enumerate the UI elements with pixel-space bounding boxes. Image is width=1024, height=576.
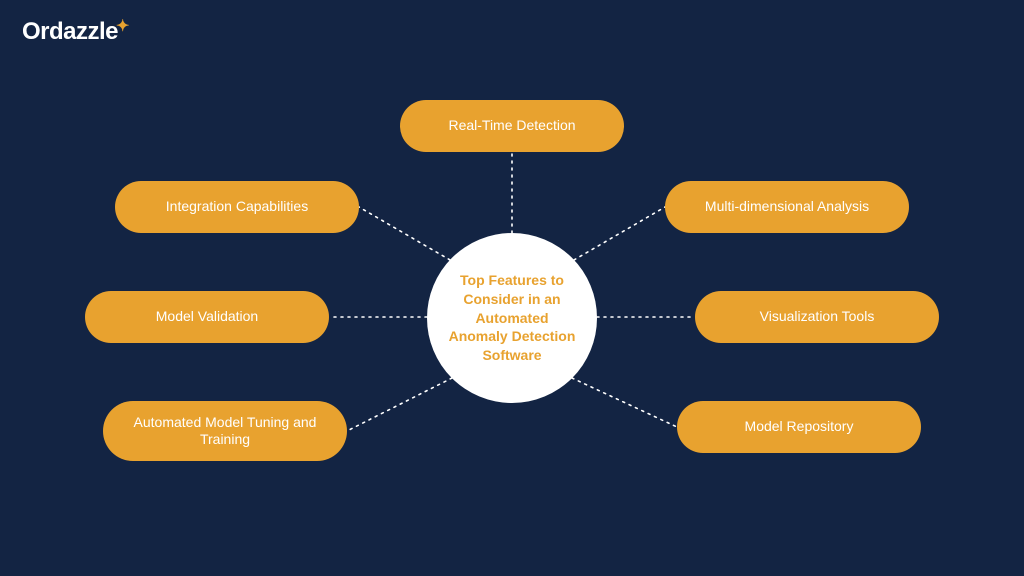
brand-accent-icon: ✦: [116, 18, 129, 35]
center-node: Top Features to Consider in an Automated…: [427, 233, 597, 403]
feature-pill-integration: Integration Capabilities: [115, 181, 359, 233]
feature-pill-realtime: Real-Time Detection: [400, 100, 624, 152]
feature-pill-multidim: Multi-dimensional Analysis: [665, 181, 909, 233]
feature-pill-repo: Model Repository: [677, 401, 921, 453]
feature-pill-viz: Visualization Tools: [695, 291, 939, 343]
feature-pill-tuning: Automated Model Tuning and Training: [103, 401, 347, 461]
feature-pill-label: Integration Capabilities: [166, 198, 308, 216]
feature-pill-label: Model Repository: [745, 418, 854, 436]
brand-logo: Ordazzle✦: [22, 18, 131, 46]
feature-pill-label: Real-Time Detection: [448, 117, 575, 135]
feature-pill-label: Automated Model Tuning and Training: [123, 414, 327, 449]
feature-pill-validation: Model Validation: [85, 291, 329, 343]
feature-pill-label: Multi-dimensional Analysis: [705, 198, 869, 216]
feature-pill-label: Visualization Tools: [760, 308, 875, 326]
center-node-label: Top Features to Consider in an Automated…: [445, 271, 579, 365]
brand-name: Ordazzle: [22, 18, 118, 45]
feature-pill-label: Model Validation: [156, 308, 258, 326]
